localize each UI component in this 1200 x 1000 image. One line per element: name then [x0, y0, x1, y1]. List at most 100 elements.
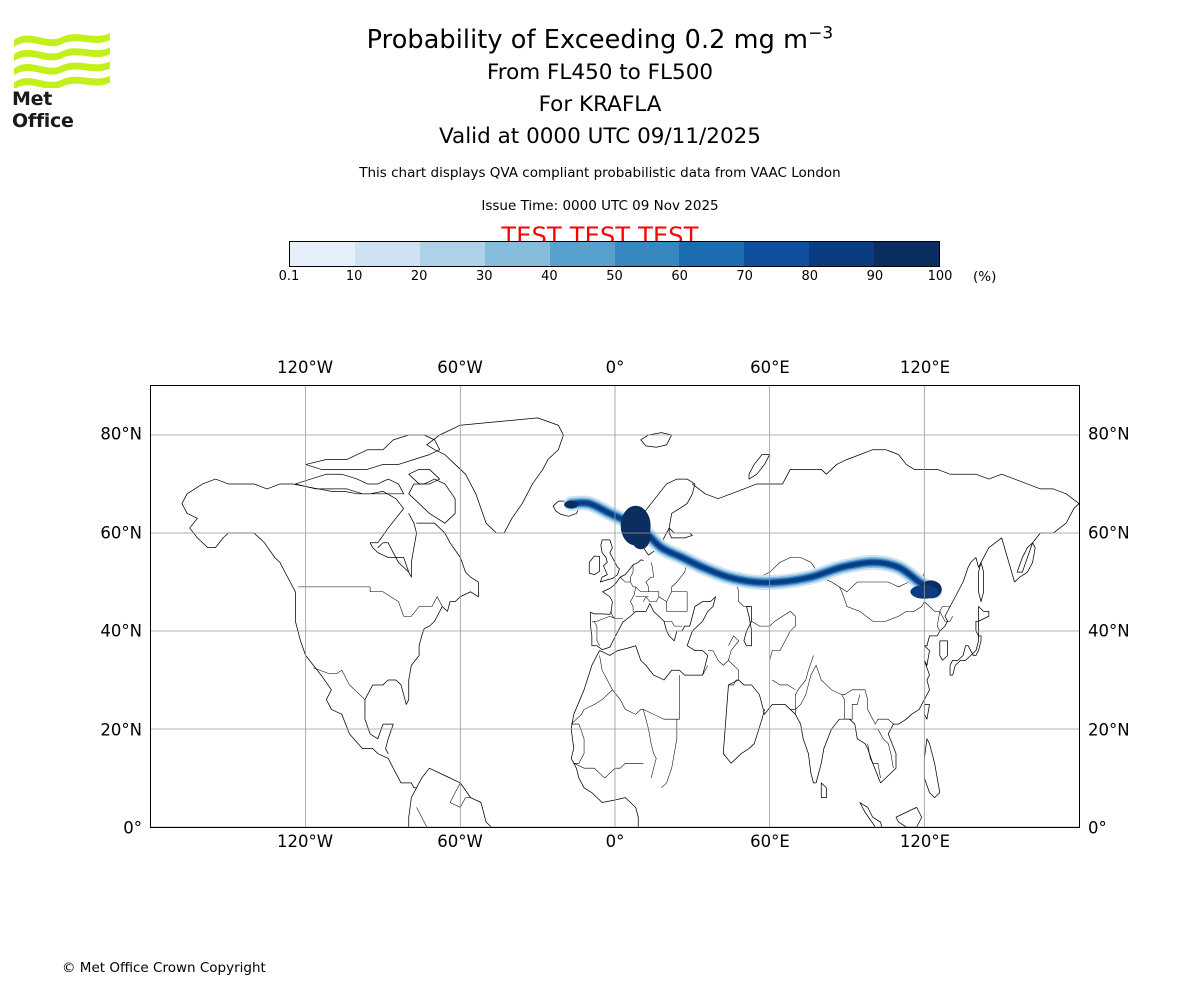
country-borders-layer — [297, 552, 953, 827]
coastline-10 — [181, 493, 417, 789]
border-35 — [643, 709, 657, 779]
border-20 — [839, 586, 951, 622]
lat-label-left-60: 60°N — [100, 523, 142, 543]
border-2 — [313, 667, 366, 700]
border-33 — [612, 689, 644, 715]
border-30 — [728, 660, 740, 680]
coastline-3 — [627, 478, 696, 556]
map-plot-area — [150, 385, 1080, 828]
colorbar-tick-80: 80 — [801, 269, 819, 284]
page-title-exponent: −3 — [808, 23, 834, 44]
lon-label-top-60: 60°E — [750, 358, 790, 377]
coastline-24 — [820, 782, 827, 799]
border-24 — [841, 694, 861, 720]
border-22 — [936, 611, 941, 632]
lat-label-left-0: 0° — [123, 818, 142, 838]
lat-label-left-80: 80°N — [100, 424, 142, 444]
issue-time: Issue Time: 0000 UTC 09 Nov 2025 — [481, 197, 719, 214]
met-office-wordmark: Met Office — [12, 88, 74, 132]
colorbar-swatch-1 — [354, 242, 420, 266]
lon-label-top-120: 120°E — [899, 358, 951, 377]
logo-wave-3 — [14, 61, 110, 76]
coastline-21 — [923, 738, 941, 799]
coastline-25 — [923, 704, 930, 720]
colorbar-unit-label: (%) — [973, 269, 997, 285]
coastline-30 — [408, 468, 441, 485]
coastline-31 — [408, 478, 456, 524]
lon-label-top-0: 0° — [605, 358, 625, 377]
colorbar-swatch-7 — [744, 242, 810, 266]
colorbar-swatch-6 — [679, 242, 745, 266]
border-31 — [702, 665, 709, 676]
lat-label-right-40: 40°N — [1088, 621, 1130, 641]
border-18 — [751, 611, 796, 661]
border-3 — [591, 615, 623, 622]
page-title-text: Probability of Exceeding 0.2 mg m — [366, 25, 809, 55]
coastline-13 — [377, 542, 410, 573]
border-32 — [571, 655, 613, 725]
border-36 — [661, 719, 678, 788]
border-6 — [630, 564, 634, 583]
border-14 — [643, 596, 649, 602]
colorbar-tick-50: 50 — [606, 269, 623, 284]
colorbar-tick-0.1: 0.1 — [278, 269, 300, 284]
ash-plume-layer — [563, 495, 943, 600]
coastline-26 — [748, 454, 771, 480]
colorbar-tick-30: 30 — [476, 269, 493, 284]
coastline-18 — [743, 606, 752, 647]
coastline-2 — [640, 432, 673, 448]
plume-core-blob-4 — [564, 500, 579, 509]
coastline-9 — [186, 478, 417, 578]
subtitle-flight-level: From FL450 to FL500 — [486, 59, 714, 85]
coastline-19 — [949, 606, 990, 676]
lon-label-top--120: 120°W — [276, 358, 334, 377]
border-40 — [867, 743, 881, 779]
border-23 — [790, 664, 866, 710]
copyright-notice: © Met Office Crown Copyright — [62, 960, 266, 976]
coastline-7 — [590, 559, 644, 615]
coastline-20 — [939, 640, 948, 661]
coastline-6 — [588, 555, 600, 576]
colorbar-tick-40: 40 — [541, 269, 558, 284]
plume-core-blob-1 — [630, 521, 651, 550]
lon-label-bottom--120: 120°W — [276, 832, 334, 851]
map-svg — [151, 386, 1079, 827]
border-38 — [573, 763, 644, 779]
coastline-0 — [426, 417, 564, 534]
lon-label-top--60: 60°W — [437, 358, 483, 377]
colorbar-swatch-8 — [809, 242, 875, 266]
border-29 — [728, 679, 739, 686]
coastline-14 — [416, 767, 492, 827]
coastline-23 — [895, 807, 923, 827]
border-28 — [707, 635, 740, 666]
colorbar-tick-100: 100 — [927, 269, 953, 284]
border-27 — [772, 679, 796, 691]
border-39 — [872, 728, 894, 769]
subtitle-valid-time: Valid at 0000 UTC 09/11/2025 — [438, 123, 761, 149]
colorbar-tick-90: 90 — [866, 269, 884, 284]
border-9 — [658, 591, 688, 603]
border-26 — [795, 655, 814, 715]
coastline-8 — [570, 596, 716, 827]
colorbar-swatch-5 — [614, 242, 680, 266]
border-7 — [635, 562, 654, 593]
lon-label-bottom-120: 120°E — [899, 832, 951, 851]
colorbar — [289, 241, 940, 267]
qva-note: This chart displays QVA compliant probab… — [359, 164, 841, 181]
colorbar-swatch-9 — [874, 242, 940, 266]
coastline-16 — [691, 449, 1079, 504]
coastline-28 — [305, 434, 441, 470]
coastline-27 — [978, 562, 984, 602]
met-office-logo: Met Office — [12, 26, 112, 132]
subtitle-volcano: For KRAFLA — [538, 91, 662, 117]
lat-label-right-20: 20°N — [1088, 720, 1130, 740]
gridlines-layer — [151, 386, 1079, 827]
border-25 — [864, 689, 894, 725]
border-34 — [643, 675, 680, 720]
border-11 — [666, 601, 688, 612]
lon-label-bottom-0: 0° — [605, 832, 625, 851]
lat-label-left-20: 20°N — [100, 720, 142, 740]
coastline-12 — [408, 522, 479, 700]
border-37 — [571, 723, 585, 764]
lat-label-left-40: 40°N — [100, 621, 142, 641]
